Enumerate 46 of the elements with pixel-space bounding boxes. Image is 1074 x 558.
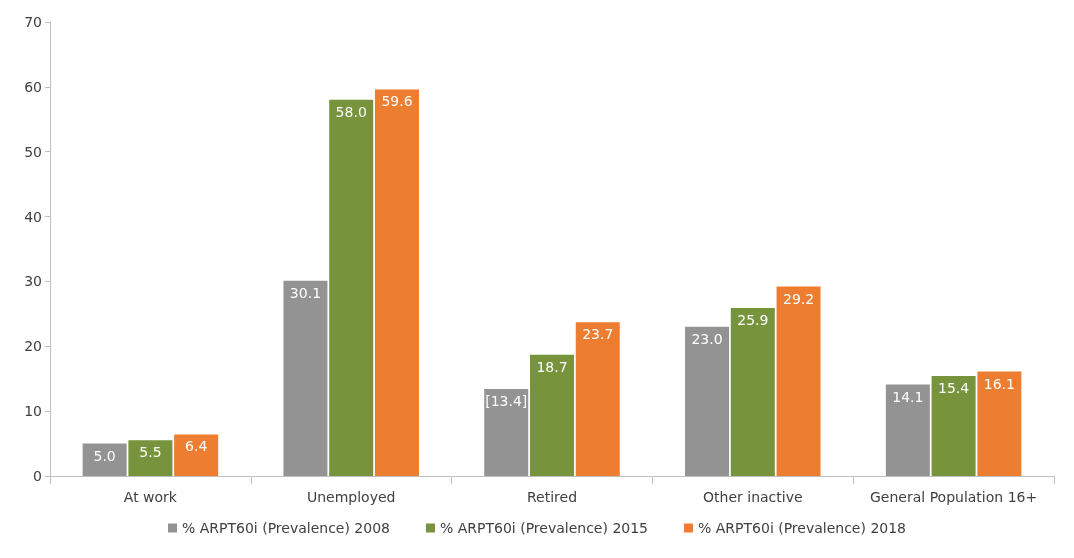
x-tick-label: Unemployed (306, 489, 396, 505)
bar (283, 280, 328, 476)
data-label: 16.1 (983, 375, 1015, 392)
y-tick-label: 20 (24, 338, 42, 355)
legend-label: % ARPT60i (Prevalence) 2008 (181, 520, 390, 536)
data-label: [13.4] (485, 393, 528, 410)
bar (885, 384, 930, 476)
x-tick-label: Other inactive (703, 489, 803, 505)
bar (174, 434, 219, 476)
y-tick-label: 40 (24, 208, 42, 225)
bar (128, 440, 173, 476)
data-label: 23.7 (582, 326, 614, 343)
bar (575, 322, 620, 476)
bar (374, 89, 419, 476)
legend-label: % ARPT60i (Prevalence) 2018 (698, 520, 907, 536)
data-label: 29.2 (782, 290, 815, 307)
data-label: 58.0 (335, 103, 367, 120)
data-label: 15.4 (938, 380, 970, 397)
bar (329, 99, 374, 476)
x-tick-label: At work (123, 489, 178, 505)
bar (776, 286, 821, 476)
y-tick-label: 70 (24, 14, 42, 30)
y-tick-label: 60 (24, 78, 42, 95)
data-label: 14.1 (892, 388, 924, 405)
x-tick-label: General Population 16+ (870, 489, 1038, 505)
bar (82, 443, 127, 476)
data-label: 59.6 (381, 93, 413, 110)
y-tick-label: 0 (33, 468, 42, 484)
bar (931, 376, 976, 476)
bar (484, 389, 529, 476)
legend-label: % ARPT60i (Prevalence) 2015 (439, 520, 649, 536)
data-label: 25.9 (737, 312, 769, 329)
y-tick-label: 10 (24, 403, 42, 420)
data-label: 5.5 (139, 444, 162, 461)
data-label: 6.4 (185, 438, 208, 455)
y-tick-label: 30 (24, 273, 42, 290)
data-label: 18.7 (536, 358, 568, 375)
data-label: 30.1 (289, 284, 322, 301)
data-label: 5.0 (93, 447, 116, 464)
bar (730, 308, 775, 476)
bar (977, 371, 1022, 476)
bar (530, 354, 574, 476)
y-tick-label: 50 (24, 143, 42, 160)
data-label: 23.0 (691, 330, 723, 347)
bar (685, 326, 730, 476)
x-tick-label: Retired (526, 489, 578, 505)
